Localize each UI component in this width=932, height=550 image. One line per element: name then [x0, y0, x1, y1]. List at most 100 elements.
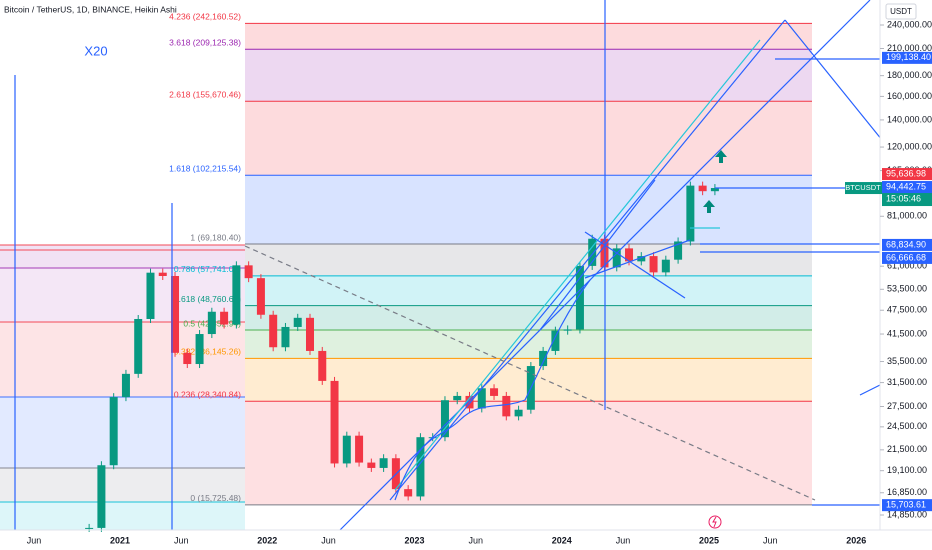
symbol-name: BTCUSDT — [845, 183, 881, 192]
fib-label: 4.236 (242,160.52) — [169, 12, 241, 22]
price-tick-label: 16,850.00 — [887, 487, 927, 497]
candle — [453, 395, 462, 401]
price-tick-label: 24,500.00 — [887, 421, 927, 431]
price-badge — [882, 51, 932, 64]
candle — [575, 265, 584, 330]
candle — [134, 318, 143, 374]
fib-band — [245, 175, 812, 245]
price-tick-label: 41,500.00 — [887, 328, 927, 338]
candle — [477, 388, 486, 409]
time-label: Jun — [27, 535, 42, 545]
price-tick-label: 180,000.00 — [887, 70, 932, 80]
price-tick-label: 14,850.00 — [887, 509, 927, 519]
fib-label: 2.618 (155,670.46) — [169, 89, 241, 99]
price-badge-label: 95,636.98 — [886, 168, 926, 178]
fib-label: 1.618 (102,215.54) — [169, 164, 241, 174]
candle — [158, 272, 167, 276]
fib-label: 0.618 (48,760.62) — [174, 294, 241, 304]
candle — [440, 400, 449, 438]
fib-label: 1 (69,180.40) — [190, 232, 241, 242]
candle — [563, 329, 572, 331]
currency-box[interactable] — [885, 3, 917, 20]
candle — [281, 326, 290, 348]
drawings — [14, 0, 883, 531]
time-label: 2023 — [404, 535, 424, 545]
price-tick-label: 140,000.00 — [887, 114, 932, 124]
fib-band — [245, 305, 812, 331]
arrow-up — [715, 150, 727, 163]
price-tick-label: 21,500.00 — [887, 444, 927, 454]
candle — [232, 265, 241, 325]
candle — [490, 388, 499, 396]
fib-label: 0 (15,725.48) — [190, 493, 241, 503]
symbol-badge — [845, 182, 882, 195]
price-tick-label: 210,000.00 — [887, 43, 932, 53]
candle — [195, 334, 204, 365]
price-tick-label: 120,000.00 — [887, 141, 932, 151]
candle — [465, 395, 474, 409]
price-tick-label: 47,500.00 — [887, 305, 927, 315]
price-tick-label: 31,500.00 — [887, 377, 927, 387]
chart-title: Bitcoin / TetherUS, 1D, BINANCE, Heikin … — [4, 4, 177, 14]
candle — [256, 278, 265, 315]
candle — [514, 409, 523, 417]
time-label: Jun — [468, 535, 483, 545]
price-badge — [882, 168, 932, 181]
candle — [612, 248, 621, 268]
time-label: Jun — [174, 535, 189, 545]
fib-band — [245, 275, 812, 306]
candle — [146, 272, 155, 319]
candle — [330, 380, 339, 464]
candle — [539, 350, 548, 367]
candle — [710, 188, 719, 192]
note: X20 — [84, 43, 107, 58]
candle — [85, 527, 94, 529]
fib-label: 0.236 (28,340.84) — [174, 389, 241, 399]
price-badge-label: 199,138.40 — [886, 52, 931, 62]
candle — [355, 435, 364, 463]
price-badge-label: 68,834.90 — [886, 239, 926, 249]
fib-band — [245, 401, 812, 505]
candle — [171, 275, 180, 353]
time-label: Jun — [763, 535, 778, 545]
price-tick-label: 27,500.00 — [887, 401, 927, 411]
price-tick-label: 240,000.00 — [887, 19, 932, 29]
time-label: 2021 — [110, 535, 130, 545]
price-tick-label: 19,100.00 — [887, 465, 927, 475]
candle — [305, 317, 314, 351]
price-tick-label: 53,500.00 — [887, 284, 927, 294]
candle — [649, 256, 658, 273]
price-tick-label: 81,000.00 — [887, 211, 927, 221]
candle — [588, 238, 597, 266]
candle — [269, 314, 278, 348]
candle — [551, 330, 560, 351]
time-label: Jun — [321, 535, 336, 545]
candle — [625, 248, 634, 262]
candle — [367, 462, 376, 468]
candle — [342, 435, 351, 464]
price-badge — [882, 238, 932, 251]
price-badge — [882, 181, 932, 194]
candle — [404, 489, 413, 497]
candle — [502, 395, 511, 417]
candle — [97, 465, 106, 528]
candle — [661, 259, 670, 273]
candle — [207, 311, 216, 335]
time-label: 2022 — [257, 535, 277, 545]
candle — [698, 185, 707, 192]
time-label: 2024 — [552, 535, 572, 545]
candle — [121, 373, 130, 398]
fib-label: 0.786 (57,741.05) — [174, 264, 241, 274]
candle — [244, 265, 253, 279]
candle — [637, 256, 646, 262]
fib-label: 3.618 (209,125.38) — [169, 37, 241, 47]
currency: USDT — [890, 7, 912, 16]
candle — [416, 437, 425, 497]
fib-band — [245, 49, 812, 102]
price-badge — [882, 499, 932, 512]
price-badge-label: 94,442.75 — [886, 181, 926, 191]
price-tick-label: 35,500.00 — [887, 356, 927, 366]
countdown: 15:05:46 — [886, 193, 921, 203]
